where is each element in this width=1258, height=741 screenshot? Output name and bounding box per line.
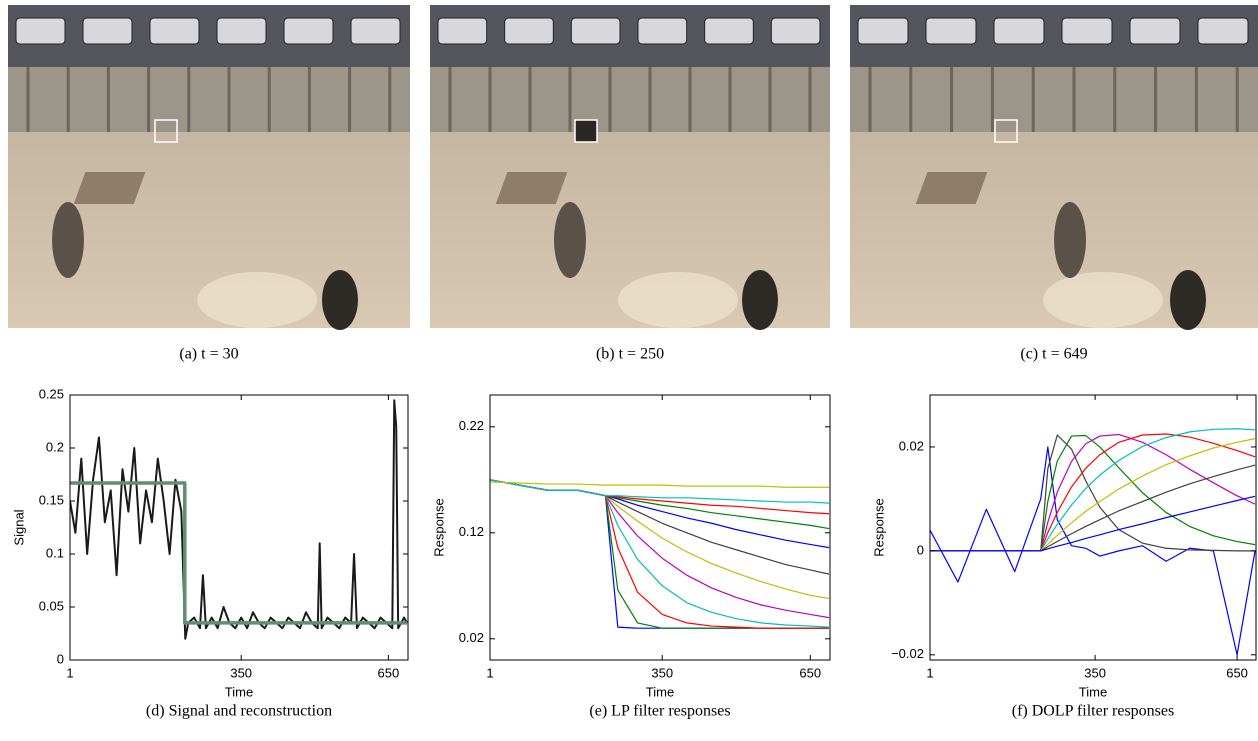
x-tick-label: 1 bbox=[486, 665, 493, 680]
train-window bbox=[216, 17, 267, 45]
chart: 0 0.05 0.1 0.15 0.2 0.25 1 350 650 Time Signal (d) … bbox=[11, 386, 409, 720]
axes-box bbox=[489, 394, 831, 661]
train-window bbox=[504, 17, 554, 45]
x-axis-label: Time bbox=[225, 684, 253, 699]
train-window bbox=[1129, 17, 1181, 45]
fence bbox=[8, 67, 410, 132]
person bbox=[322, 270, 358, 330]
y-tick-label: 0.2 bbox=[46, 439, 64, 454]
x-tick-label: 650 bbox=[378, 665, 400, 680]
photo bbox=[8, 5, 410, 330]
person bbox=[554, 202, 586, 278]
train-window bbox=[15, 17, 66, 45]
train-window bbox=[82, 17, 133, 45]
y-tick-label: 0.02 bbox=[459, 630, 484, 645]
x-axis-label: Time bbox=[1079, 684, 1107, 699]
fence bbox=[430, 67, 830, 132]
train-window bbox=[993, 17, 1045, 45]
x-tick-label: 650 bbox=[799, 665, 821, 680]
photo bbox=[430, 5, 830, 330]
person bbox=[52, 202, 84, 278]
y-tick-label: 0.02 bbox=[899, 438, 924, 453]
axes-box bbox=[69, 394, 409, 661]
chart: −0.02 0 0.02 1 350 650 Time Response (f) DOLP fi… bbox=[871, 394, 1257, 720]
y-tick-label: 0 bbox=[917, 542, 924, 557]
caption: (f) DOLP filter responses bbox=[1012, 703, 1174, 720]
y-tick-label: 0.22 bbox=[459, 418, 484, 433]
photo bbox=[850, 5, 1258, 330]
train bbox=[850, 5, 1258, 67]
tile bbox=[73, 172, 146, 204]
x-tick-label: 350 bbox=[230, 665, 252, 680]
y-tick-label: 0.25 bbox=[39, 386, 64, 401]
y-tick-label: −0.02 bbox=[891, 646, 924, 661]
tile bbox=[495, 172, 568, 204]
region-box bbox=[994, 119, 1018, 143]
series-line bbox=[490, 481, 830, 488]
caption: (e) LP filter responses bbox=[589, 703, 730, 720]
person bbox=[1054, 202, 1086, 278]
train-window bbox=[570, 17, 621, 45]
y-axis-label: Response bbox=[431, 498, 446, 557]
chart: 0.02 0.12 0.22 1 350 650 Time Response (e) LP fi… bbox=[431, 394, 831, 720]
y-tick-label: 0.05 bbox=[39, 598, 64, 613]
train-window bbox=[1197, 17, 1249, 45]
region-box bbox=[154, 119, 178, 143]
plot-area bbox=[490, 395, 830, 660]
light-reflection bbox=[618, 272, 738, 328]
caption: (d) Signal and reconstruction bbox=[146, 703, 332, 720]
series-line bbox=[490, 479, 830, 504]
train-window bbox=[283, 17, 334, 45]
caption: (c) t = 649 bbox=[1020, 346, 1087, 363]
y-axis-label: Response bbox=[871, 498, 886, 557]
y-tick-label: 0 bbox=[57, 651, 64, 666]
train-window bbox=[637, 17, 688, 45]
train-window bbox=[925, 17, 977, 45]
y-axis-label: Signal bbox=[11, 509, 26, 545]
train-window bbox=[1061, 17, 1113, 45]
y-tick-label: 0.12 bbox=[459, 524, 484, 539]
series-line bbox=[70, 481, 408, 625]
x-tick-label: 650 bbox=[1226, 665, 1248, 680]
train-window bbox=[770, 17, 821, 45]
region-box bbox=[574, 119, 598, 143]
x-axis-label: Time bbox=[646, 684, 674, 699]
tile bbox=[915, 172, 988, 204]
train-window bbox=[437, 17, 488, 45]
train bbox=[430, 5, 830, 67]
light-reflection bbox=[1042, 272, 1163, 328]
axes-box bbox=[929, 394, 1257, 661]
x-tick-label: 350 bbox=[651, 665, 673, 680]
train-window bbox=[704, 17, 754, 45]
caption: (b) t = 250 bbox=[596, 346, 664, 363]
train-window bbox=[857, 17, 909, 45]
x-tick-label: 1 bbox=[66, 665, 73, 680]
train bbox=[8, 5, 410, 67]
caption: (a) t = 30 bbox=[179, 346, 238, 363]
person bbox=[742, 270, 778, 330]
y-tick-label: 0.1 bbox=[46, 545, 64, 560]
series-line bbox=[930, 495, 1256, 552]
train-window bbox=[149, 17, 200, 45]
light-reflection bbox=[197, 272, 318, 328]
y-tick-label: 0.15 bbox=[39, 492, 64, 507]
x-tick-label: 350 bbox=[1084, 665, 1106, 680]
train-window bbox=[350, 17, 401, 45]
series-line bbox=[70, 399, 408, 640]
fence bbox=[850, 67, 1258, 132]
person bbox=[1170, 270, 1206, 330]
x-tick-label: 1 bbox=[926, 665, 933, 680]
